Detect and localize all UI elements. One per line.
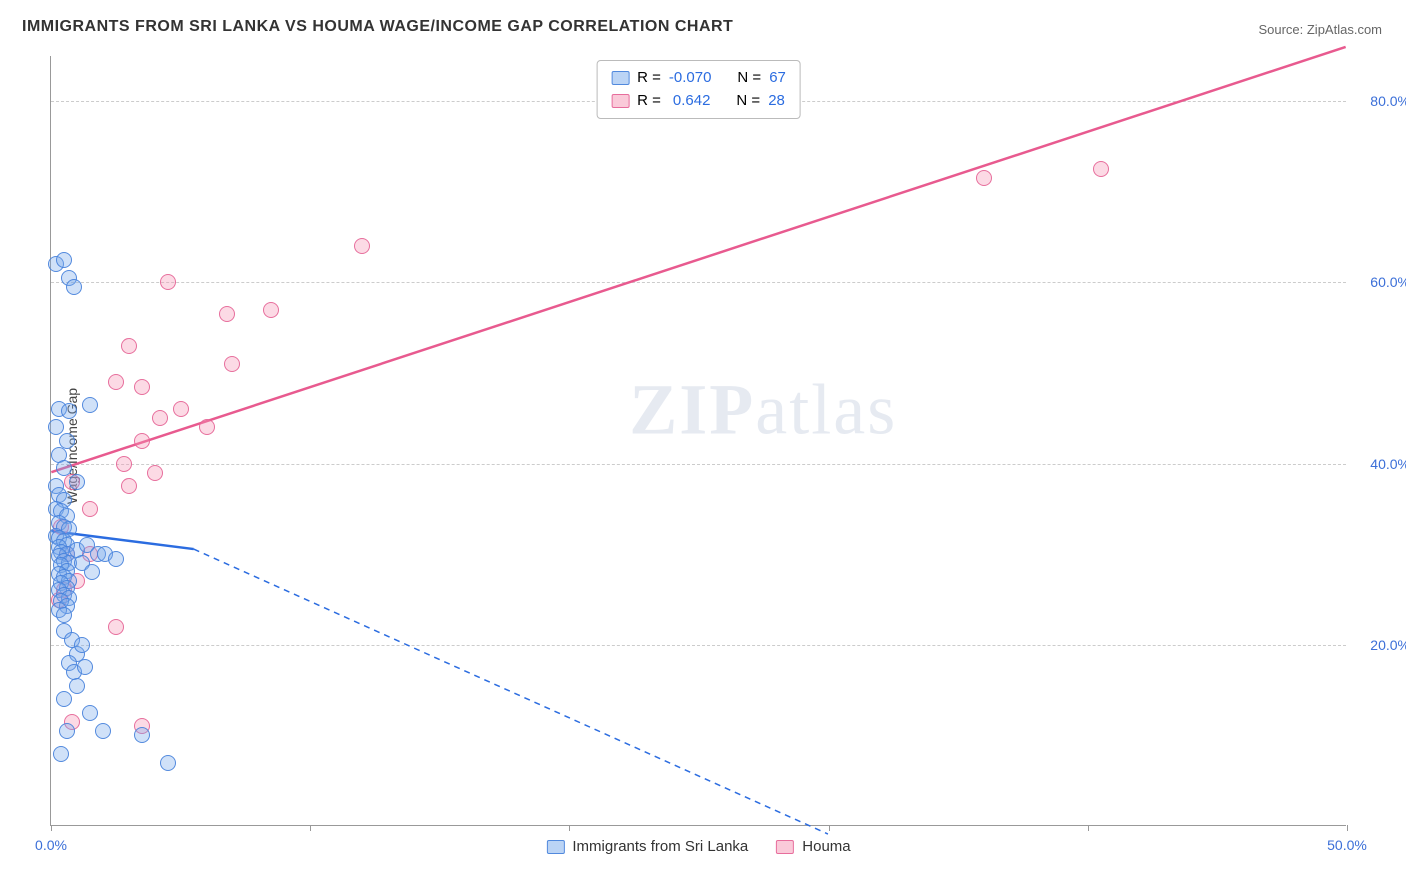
stats-row-series2: R = 0.642 N = 28: [611, 90, 786, 113]
data-point: [59, 723, 75, 739]
data-point: [134, 727, 150, 743]
data-point: [56, 607, 72, 623]
legend-label-1: Immigrants from Sri Lanka: [572, 838, 748, 855]
stats-row-series1: R = -0.070 N = 67: [611, 67, 786, 90]
legend: Immigrants from Sri Lanka Houma: [546, 838, 850, 855]
data-point: [82, 501, 98, 517]
data-point: [82, 705, 98, 721]
data-point: [263, 302, 279, 318]
data-point: [77, 659, 93, 675]
data-point: [95, 723, 111, 739]
data-point: [61, 403, 77, 419]
source-label: Source: ZipAtlas.com: [1258, 22, 1382, 37]
regression-line: [194, 549, 828, 834]
data-point: [108, 619, 124, 635]
stat-r-label: R =: [637, 67, 661, 90]
data-point: [160, 274, 176, 290]
x-tick-mark: [310, 825, 311, 831]
data-point: [69, 474, 85, 490]
chart-area: ZIPatlas 20.0%40.0%60.0%80.0%0.0%50.0% R…: [50, 56, 1346, 826]
swatch-series1: [611, 71, 629, 85]
x-tick-label: 0.0%: [35, 837, 67, 853]
legend-item-series2: Houma: [776, 838, 850, 855]
data-point: [116, 456, 132, 472]
data-point: [173, 401, 189, 417]
data-point: [121, 338, 137, 354]
data-point: [66, 279, 82, 295]
data-point: [121, 478, 137, 494]
y-tick-label: 20.0%: [1354, 637, 1406, 653]
x-tick-mark: [51, 825, 52, 831]
data-point: [134, 379, 150, 395]
data-point: [152, 410, 168, 426]
legend-swatch-2: [776, 840, 794, 854]
stat-n-label: N =: [736, 90, 760, 113]
data-point: [147, 465, 163, 481]
data-point: [219, 306, 235, 322]
legend-swatch-1: [546, 840, 564, 854]
data-point: [199, 419, 215, 435]
data-point: [56, 460, 72, 476]
stats-box: R = -0.070 N = 67 R = 0.642 N = 28: [596, 60, 801, 119]
stat-r-value-1: -0.070: [669, 67, 712, 90]
data-point: [224, 356, 240, 372]
data-point: [108, 374, 124, 390]
data-point: [84, 564, 100, 580]
y-tick-label: 80.0%: [1354, 93, 1406, 109]
y-tick-label: 40.0%: [1354, 456, 1406, 472]
stat-r-label: R =: [637, 90, 661, 113]
page-title: IMMIGRANTS FROM SRI LANKA VS HOUMA WAGE/…: [22, 18, 733, 36]
data-point: [160, 755, 176, 771]
data-point: [56, 252, 72, 268]
data-point: [53, 746, 69, 762]
swatch-series2: [611, 94, 629, 108]
legend-label-2: Houma: [802, 838, 850, 855]
regression-lines: [51, 56, 1346, 825]
data-point: [354, 238, 370, 254]
data-point: [108, 551, 124, 567]
legend-item-series1: Immigrants from Sri Lanka: [546, 838, 748, 855]
data-point: [134, 433, 150, 449]
stat-n-label: N =: [737, 67, 761, 90]
stat-n-value-1: 67: [769, 67, 786, 90]
y-tick-label: 60.0%: [1354, 274, 1406, 290]
data-point: [976, 170, 992, 186]
x-tick-mark: [1347, 825, 1348, 831]
data-point: [69, 678, 85, 694]
x-tick-mark: [569, 825, 570, 831]
data-point: [56, 691, 72, 707]
stat-r-value-2: 0.642: [673, 90, 711, 113]
x-tick-mark: [1088, 825, 1089, 831]
data-point: [74, 637, 90, 653]
data-point: [82, 397, 98, 413]
data-point: [1093, 161, 1109, 177]
x-tick-label: 50.0%: [1327, 837, 1367, 853]
x-tick-mark: [829, 825, 830, 831]
stat-n-value-2: 28: [768, 90, 785, 113]
